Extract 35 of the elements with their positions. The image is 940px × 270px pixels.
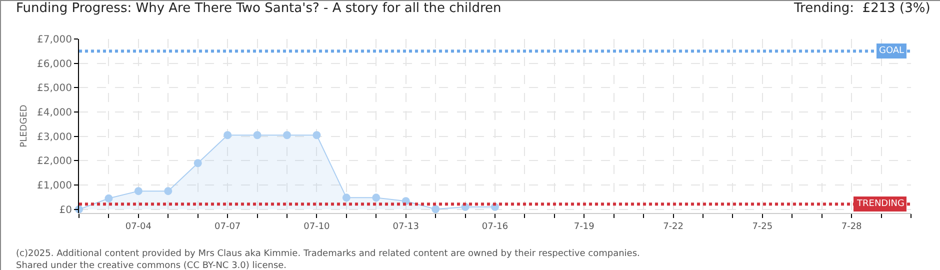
y-tick-label: £0 [59, 204, 72, 216]
text: Shared under the creative commons (CC BY-NC 3.0) license. [16, 261, 287, 270]
x-tick-label: 07-16 [482, 222, 508, 232]
text: (c)2025. Additional content provided by Mrs Claus aka Kimmie. Trademarks and related content are owned by their respective companies. [16, 249, 640, 259]
chart-subtitle: Trending: £213 (3%) [793, 1, 930, 16]
y-tick-label: £5,000 [37, 83, 72, 94]
y-tick-label: £3,000 [37, 132, 72, 143]
x-tick-label: 07-13 [392, 222, 419, 232]
point [432, 205, 440, 214]
x-tick-label: 07-04 [125, 222, 152, 232]
x-tick-label: 7-28 [841, 222, 862, 232]
point [224, 131, 232, 140]
point [312, 131, 321, 140]
point [372, 194, 380, 202]
y-axis-title: PLEDGED [19, 104, 30, 148]
chart-title: Funding Progress: Why Are There Two Santa's? - A story for all the children [16, 1, 502, 16]
ref-line-label: GOAL [879, 46, 904, 56]
point [134, 187, 142, 196]
point [104, 194, 113, 202]
x-tick-label: 7-22 [663, 222, 684, 232]
point [253, 131, 262, 140]
x-tick-label: 07-07 [214, 222, 241, 232]
point [283, 131, 291, 140]
point [164, 187, 172, 196]
x-tick-label: 7-19 [574, 222, 595, 232]
ref-line-label: TRENDING [856, 199, 904, 209]
y-tick-label: £2,000 [37, 156, 72, 168]
y-tick-label: £7,000 [37, 34, 72, 46]
y-tick-label: £4,000 [37, 108, 72, 119]
point [342, 194, 350, 202]
x-tick-label: 07-10 [304, 222, 330, 232]
point [194, 159, 202, 168]
x-tick-label: 7-25 [752, 222, 773, 232]
y-tick-label: £1,000 [37, 180, 72, 192]
y-tick-label: £6,000 [37, 58, 72, 70]
